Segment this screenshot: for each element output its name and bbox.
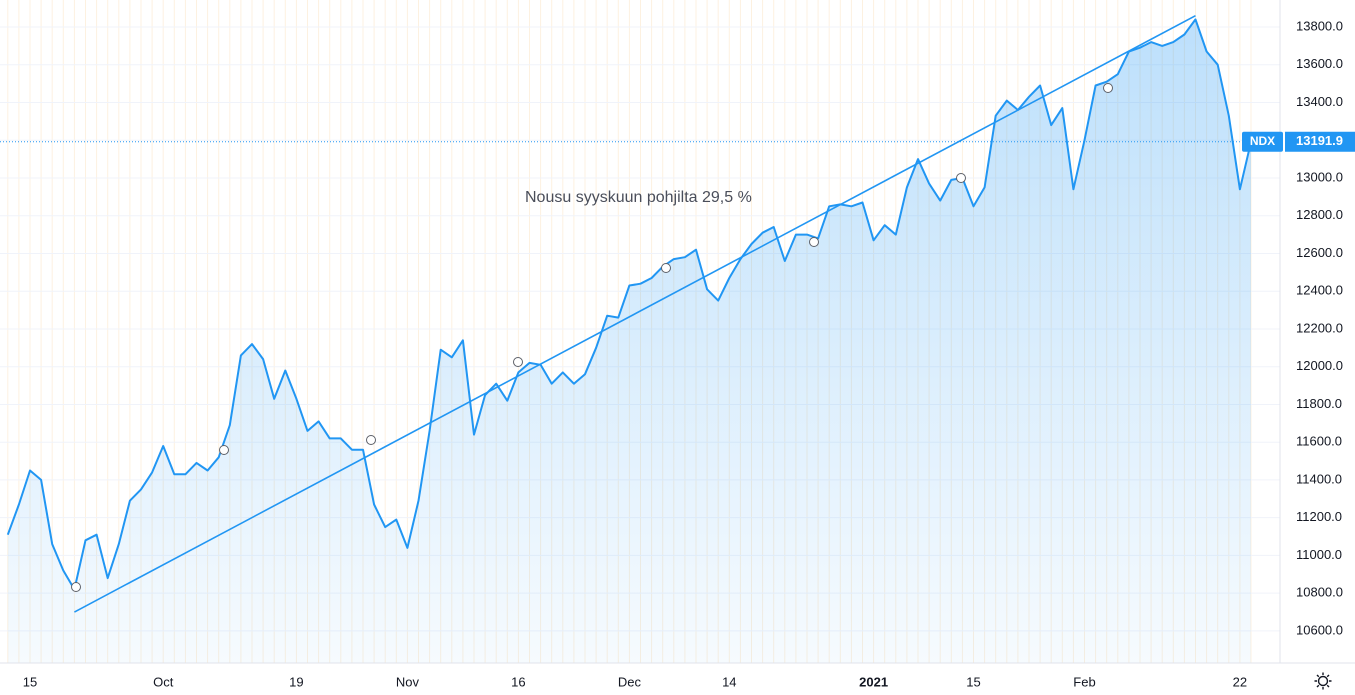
last-price-bg <box>1285 131 1355 152</box>
annotation: Nousu syyskuun pohjilta 29,5 % <box>525 189 752 206</box>
y-tick-label: 13400.0 <box>1296 94 1343 109</box>
x-tick-label: 15 <box>966 674 980 689</box>
event-marker[interactable] <box>956 173 966 183</box>
plot-area <box>0 14 1280 663</box>
y-tick-label: 12400.0 <box>1296 283 1343 298</box>
x-tick-label: 16 <box>511 674 525 689</box>
y-tick-label: 12000.0 <box>1296 358 1343 373</box>
y-tick-label: 11600.0 <box>1296 434 1342 449</box>
x-tick-label: Nov <box>396 674 420 689</box>
y-tick-label: 13000.0 <box>1296 169 1343 184</box>
price-line <box>6 18 1252 591</box>
y-tick-label: 12600.0 <box>1296 245 1343 260</box>
area-fill <box>7 19 1251 663</box>
x-tick-label: Oct <box>153 674 174 689</box>
y-tick-label: 10600.0 <box>1296 622 1343 637</box>
event-marker[interactable] <box>71 582 81 592</box>
x-tick-label: Dec <box>618 674 642 689</box>
y-tick-label: 12800.0 <box>1296 207 1343 222</box>
symbol-label: NDX <box>1250 134 1275 148</box>
y-tick-label: 11000.0 <box>1296 547 1342 562</box>
settings-icon[interactable] <box>1314 672 1332 690</box>
event-marker[interactable] <box>661 263 671 273</box>
y-tick-label: 11200.0 <box>1296 509 1342 524</box>
last-price-label: 13191.9 <box>1296 133 1343 148</box>
y-tick-label: 10800.0 <box>1296 585 1343 600</box>
event-marker[interactable] <box>513 357 523 367</box>
x-tick-label: Feb <box>1073 674 1095 689</box>
x-tick-label: 2021 <box>859 674 888 689</box>
trend-line <box>74 14 1196 613</box>
event-markers <box>71 83 1113 592</box>
y-tick-label: 12200.0 <box>1296 320 1343 335</box>
y-tick-label: 13600.0 <box>1296 56 1343 71</box>
y-tick-label: 13800.0 <box>1296 18 1343 33</box>
event-marker[interactable] <box>1103 83 1113 93</box>
x-tick-label: 22 <box>1233 674 1247 689</box>
x-tick-label: 15 <box>23 674 37 689</box>
event-marker[interactable] <box>809 237 819 247</box>
y-tick-label: 11800.0 <box>1296 396 1342 411</box>
x-tick-label: 19 <box>289 674 303 689</box>
event-marker[interactable] <box>219 445 229 455</box>
event-marker[interactable] <box>366 435 376 445</box>
y-tick-label: 11400.0 <box>1296 471 1342 486</box>
symbol-label-bg <box>1242 131 1283 152</box>
x-tick-label: 14 <box>722 674 736 689</box>
